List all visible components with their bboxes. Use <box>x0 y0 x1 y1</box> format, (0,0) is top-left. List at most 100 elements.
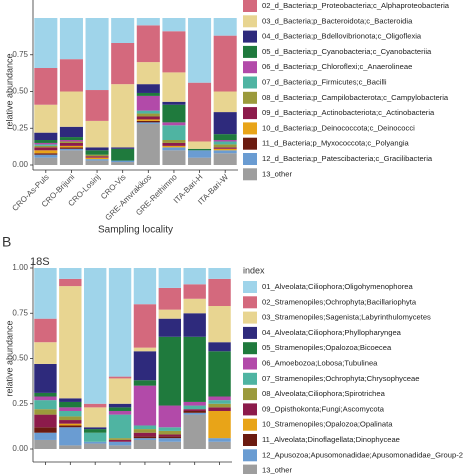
legend-swatch <box>243 449 257 462</box>
y-tick-label: 0.25 <box>12 123 28 132</box>
bar-segment <box>83 268 107 404</box>
bar-segment <box>111 148 135 161</box>
bar-segment <box>158 268 182 288</box>
bar-segment <box>133 425 157 430</box>
y-tick-label: 0.25 <box>12 399 28 408</box>
legend-label: 12_Apusozoa;Apusomonadidae;Apusomonadida… <box>262 450 463 459</box>
legend-swatch <box>243 464 257 474</box>
bar-segment <box>208 306 231 343</box>
bar-segment <box>183 401 206 406</box>
legend-swatch <box>243 153 257 165</box>
bar-segment <box>111 84 135 148</box>
bar-segment <box>59 407 82 411</box>
legend-swatch <box>243 418 257 431</box>
bar-segment <box>59 18 83 60</box>
bar-segment <box>59 145 83 148</box>
legend-label: 05_d_Bacteria;p_Cyanobacteria;c_Cyanobac… <box>262 47 432 56</box>
legend-swatch <box>243 326 257 339</box>
legend-label: 10_d_Bacteria;p_Deinococcota;c_Deinococc… <box>262 123 415 132</box>
y-tick-label: 0.50 <box>12 354 28 363</box>
legend-label: 03_Stramenopiles;Sagenista;Labyrinthulom… <box>262 313 431 322</box>
bar-segment <box>34 150 58 154</box>
bar-segment <box>34 439 57 449</box>
legend-swatch <box>243 311 257 324</box>
bar-segment <box>34 414 57 428</box>
bar-segment <box>59 140 83 142</box>
bar-segment <box>208 438 231 442</box>
bar-segment <box>208 407 231 411</box>
bar-segment <box>158 287 182 310</box>
bar-segment <box>183 284 206 299</box>
bar-segment <box>162 145 186 148</box>
bar-segment <box>59 423 82 426</box>
legend-swatch <box>243 15 257 28</box>
bar-segment <box>133 438 157 440</box>
bar-segment <box>59 286 82 399</box>
y-axis-label: relative abundance <box>4 320 14 396</box>
legend-swatch <box>243 0 257 12</box>
bar-segment <box>158 427 182 431</box>
y-tick-label: 0.75 <box>12 308 28 317</box>
bar-segment <box>188 141 212 149</box>
bar-segment <box>59 410 82 417</box>
x-axis-label: Sampling locality <box>98 225 173 236</box>
bar-segment <box>108 441 132 446</box>
bar-segment <box>188 18 212 83</box>
legend-title: index <box>243 265 265 275</box>
bar-segment <box>83 403 107 408</box>
legend-label: 02_Stramenopiles;Ochrophyta;Bacillarioph… <box>262 297 417 306</box>
legend-swatch <box>243 357 257 370</box>
bar-segment <box>213 140 237 142</box>
bar-segment <box>208 268 231 279</box>
bar-segment <box>213 150 237 154</box>
legend-label: 13_other <box>262 169 292 178</box>
bar-segment <box>34 268 57 319</box>
legend-label: 04_Alveolata;Ciliophora;Phyllopharyngea <box>262 328 402 337</box>
bar-segment <box>59 59 83 92</box>
bar-segment <box>83 441 107 444</box>
bar-segment <box>133 439 157 449</box>
bar-segment <box>59 150 83 165</box>
y-tick-label: 0.00 <box>12 160 28 169</box>
bar-segment <box>158 436 182 439</box>
legend-swatch <box>243 281 257 293</box>
bar-segment <box>162 140 186 143</box>
bar-segment <box>162 150 186 165</box>
bar-segment <box>85 150 109 155</box>
legend-label: 06_d_Bacteria;p_Chloroflexi;c_Anaeroline… <box>262 62 412 71</box>
legend-label: 05_Stramenopiles;Opalozoa;Bicoecea <box>262 343 392 352</box>
legend-swatch <box>243 296 257 309</box>
bar-segment <box>213 148 237 151</box>
bar-segment <box>34 18 58 68</box>
bar-segment <box>133 268 157 305</box>
panel-label: B <box>2 234 11 250</box>
bar-segment <box>158 438 182 442</box>
bar-segment <box>111 18 135 43</box>
bar-segment <box>59 126 83 138</box>
bar-segment <box>59 268 82 279</box>
bar-segment <box>133 347 157 352</box>
bar-segment <box>111 162 135 165</box>
legend-swatch <box>243 434 257 446</box>
bar-segment <box>133 436 157 439</box>
bar-segment <box>162 18 186 32</box>
bar-segment <box>34 318 57 343</box>
bar-segment <box>213 141 237 145</box>
bar-segment <box>111 147 135 149</box>
legend-swatch <box>243 45 257 58</box>
bar-segment <box>183 336 206 402</box>
bar-segment <box>136 110 160 114</box>
bar-segment <box>133 385 157 426</box>
bar-segment <box>59 416 82 421</box>
bar-segment <box>133 304 157 348</box>
legend-swatch <box>243 168 257 181</box>
bar-segment <box>83 432 107 442</box>
bar-segment <box>34 153 58 155</box>
bar-segment <box>34 142 58 145</box>
bar-segment <box>213 91 237 113</box>
bar-segment <box>111 42 135 85</box>
bar-segment <box>136 119 160 121</box>
bar-segment <box>136 62 160 85</box>
bar-segment <box>83 427 107 430</box>
legend-label: 09_d_Bacteria;p_Actinobacteriota;c_Actin… <box>262 108 435 117</box>
